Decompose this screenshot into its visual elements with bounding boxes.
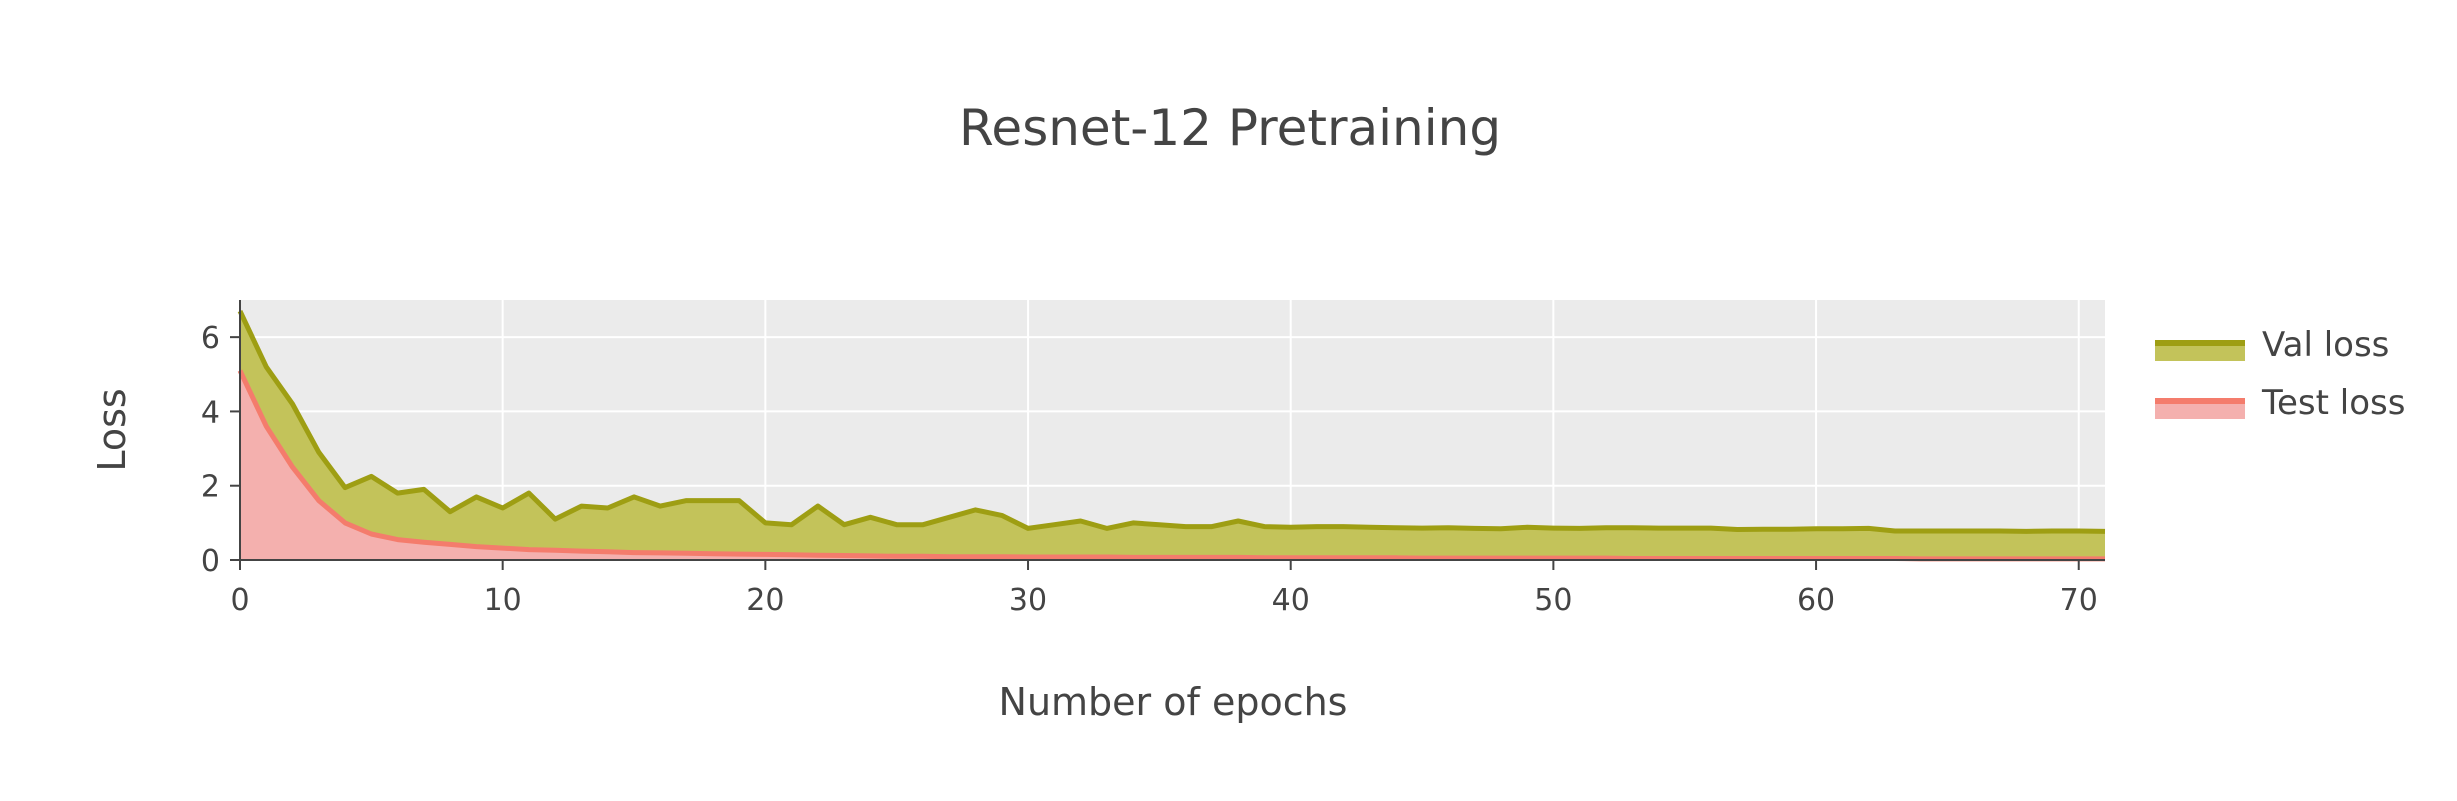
x-axis-title: Number of epochs — [999, 680, 1348, 724]
legend-swatch-fill — [2155, 343, 2245, 361]
x-tick-label: 20 — [746, 583, 784, 618]
x-tick-label: 70 — [2060, 583, 2098, 618]
x-tick-label: 60 — [1797, 583, 1835, 618]
legend-label: Val loss — [2262, 325, 2389, 365]
x-tick-label: 50 — [1534, 583, 1572, 618]
y-axis-title: Loss — [90, 388, 134, 471]
legend: Val loss Test loss — [2155, 325, 2405, 423]
chart-title: Resnet-12 Pretraining — [959, 99, 1501, 157]
legend-swatch-fill — [2155, 401, 2245, 419]
y-tick-label: 4 — [201, 395, 220, 430]
legend-item: Val loss — [2155, 325, 2389, 365]
legend-item: Test loss — [2155, 383, 2405, 423]
x-tick-label: 10 — [484, 583, 522, 618]
x-tick-label: 30 — [1009, 583, 1047, 618]
series-layer — [237, 310, 2106, 562]
grid-lines — [240, 300, 2105, 560]
legend-label: Test loss — [2261, 383, 2405, 423]
y-tick-label: 2 — [201, 470, 220, 505]
x-tick-label: 0 — [230, 583, 249, 618]
y-tick-label: 6 — [201, 321, 220, 356]
series-area-0 — [240, 311, 2105, 560]
axes: 0 10 20 30 40 50 60 70 0 2 4 6 — [201, 300, 2105, 618]
series-line-0 — [237, 310, 2106, 534]
y-tick-label: 0 — [201, 544, 220, 579]
x-tick-label: 40 — [1272, 583, 1310, 618]
series-line-1 — [237, 369, 2105, 562]
